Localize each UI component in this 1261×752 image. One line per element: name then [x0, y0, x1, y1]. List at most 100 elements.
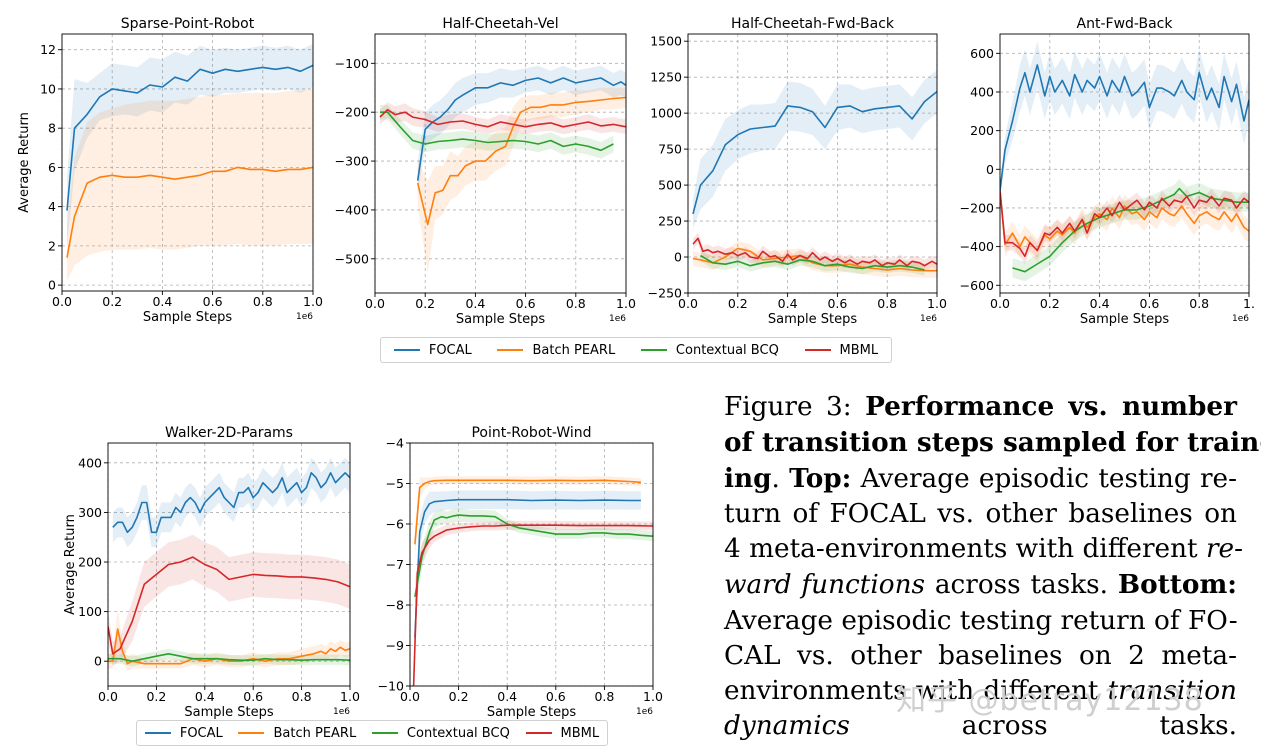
- chart-title: Point-Robot-Wind: [471, 425, 591, 441]
- caption-segment: re-: [1205, 534, 1243, 565]
- x-tick-label: 1.0: [616, 296, 636, 311]
- y-tick-label: 200: [78, 555, 102, 570]
- x-tick-label: 0.2: [415, 296, 435, 311]
- caption-segment: dynamics: [724, 710, 850, 741]
- caption-segment: ing: [724, 463, 772, 495]
- x-tick-label: 0.4: [465, 296, 485, 311]
- x-tick-label: 0.0: [365, 296, 385, 311]
- legend-item-batch-pearl: Batch PEARL: [238, 726, 356, 741]
- x-tick-label: 0.8: [292, 689, 312, 704]
- caption-line: Average episodic testing return of FO-: [724, 604, 1238, 639]
- chart-ant-fwd-back: 0.0 0.2 0.4 0.6 0.8 1. −600 −400 −200 0 200 400 600 1…: [960, 16, 1255, 327]
- y-tick-label: 8: [48, 121, 56, 136]
- y-tick-label: 400: [970, 84, 994, 99]
- series-line-focal: [416, 77, 626, 181]
- x-tick-label: 0.2: [1040, 296, 1060, 311]
- x-tick-label: 0.4: [497, 689, 517, 704]
- x-tick-label: 1.0: [643, 689, 663, 704]
- series-band-focal: [414, 490, 641, 654]
- y-tick-label: 0: [94, 654, 102, 669]
- series-line-focal: [1000, 64, 1249, 191]
- watermark: 知乎 @betray12138: [896, 683, 1204, 718]
- y-tick-label: 4: [48, 199, 56, 214]
- y-tick-label: −400: [335, 202, 369, 217]
- x-multiplier-label: 1e6: [1232, 314, 1249, 324]
- chart-title: Walker-2D-Params: [165, 425, 293, 441]
- chart-title: Half-Cheetah-Vel: [442, 16, 558, 32]
- caption-segment: Average episodic testing return of FO-: [724, 605, 1238, 636]
- chart-half-cheetah-vel: 0.0 0.2 0.4 0.6 0.8 1.0 −500 −400 −300 −200 −100 1e…: [335, 16, 636, 327]
- caption-line: ward functions across tasks. Bottom:: [724, 567, 1237, 603]
- series-band-focal: [417, 65, 626, 196]
- series-line-mbml: [692, 237, 937, 267]
- caption-segment: Figure 3:: [724, 392, 866, 422]
- y-tick-label: −300: [335, 154, 369, 169]
- x-tick-label: 1.: [1243, 296, 1255, 311]
- legend-swatch-contextual-bcq: [371, 732, 398, 734]
- caption-segment: of transition steps sampled for train-: [724, 427, 1261, 459]
- y-tick-label: −8: [386, 598, 404, 613]
- y-tick-label: −500: [335, 251, 369, 266]
- series-line-focal: [66, 64, 313, 211]
- y-tick-label: −7: [386, 557, 404, 572]
- series-line-focal: [112, 471, 350, 534]
- caption-segment: transition: [1107, 675, 1237, 706]
- plot-frame: [687, 33, 938, 294]
- figure-caption: Figure 3: Performance vs. number of trans…: [724, 389, 1261, 744]
- x-axis-label: Sample Steps: [184, 705, 273, 720]
- series-line-batch-pearl: [416, 96, 626, 226]
- y-tick-label: −4: [386, 436, 404, 451]
- x-multiplier-label: 1e6: [920, 314, 937, 324]
- legend-swatch-mbml: [804, 349, 831, 351]
- y-tick-label: 1250: [650, 70, 682, 85]
- series-band-batch-pearl: [67, 88, 313, 282]
- plot-frame: [107, 442, 351, 687]
- x-tick-label: 0.6: [827, 296, 847, 311]
- x-tick-label: 0.2: [102, 294, 122, 309]
- caption-segment: Top:: [789, 463, 852, 495]
- legend-swatch-mbml: [525, 732, 552, 734]
- x-tick-label: 0.0: [98, 689, 118, 704]
- y-tick-label: 2: [48, 238, 56, 253]
- series-band-batch-pearl: [414, 476, 641, 561]
- legend-item-contextual-bcq: Contextual BCQ: [640, 343, 779, 358]
- series-band-mbml: [108, 534, 350, 667]
- x-tick-label: 0.4: [152, 294, 172, 309]
- x-tick-label: 0.2: [449, 689, 469, 704]
- y-tick-label: 100: [78, 604, 102, 619]
- x-axis-label: Sample Steps: [1080, 312, 1169, 327]
- y-axis-label: Average Return: [63, 514, 78, 615]
- legend-label-contextual-bcq: Contextual BCQ: [406, 725, 510, 741]
- legend-item-focal: FOCAL: [393, 343, 472, 358]
- y-tick-label: 1000: [650, 106, 682, 121]
- y-tick-label: 12: [40, 42, 56, 57]
- y-tick-label: 750: [658, 142, 682, 157]
- chart-title: Half-Cheetah-Fwd-Back: [731, 16, 895, 32]
- caption-segment: .: [771, 464, 790, 495]
- legend-item-batch-pearl: Batch PEARL: [497, 343, 615, 358]
- legend-item-contextual-bcq: Contextual BCQ: [371, 725, 510, 741]
- y-tick-label: −200: [335, 105, 369, 120]
- x-axis-label: Sample Steps: [487, 705, 576, 720]
- caption-line: dynamics across tasks.: [724, 709, 1237, 744]
- x-tick-label: 0.6: [546, 689, 566, 704]
- caption-segment: 4 meta-environments with different: [724, 534, 1206, 565]
- x-tick-label: 0.6: [516, 296, 536, 311]
- legend-label-batch-pearl: Batch PEARL: [273, 725, 357, 741]
- legend-swatch-contextual-bcq: [640, 349, 667, 351]
- caption-line: Figure 3: Performance vs. number: [724, 389, 1237, 425]
- caption-line: of transition steps sampled for train-: [724, 425, 1261, 461]
- series-line-batch-pearl: [414, 479, 641, 545]
- y-tick-label: 500: [658, 178, 682, 193]
- legend-swatch-batch-pearl: [497, 349, 524, 351]
- series-line-batch-pearl: [66, 166, 313, 258]
- y-tick-label: −10: [378, 679, 404, 694]
- plot-frame: [999, 33, 1250, 294]
- series-band-mbml: [413, 520, 653, 686]
- x-tick-label: 1.0: [340, 689, 360, 704]
- series-band-focal: [67, 43, 313, 246]
- x-tick-label: 0.6: [243, 689, 263, 704]
- plot-frame: [374, 33, 627, 294]
- caption-segment: Performance vs. number: [865, 391, 1237, 422]
- x-tick-label: 0.0: [400, 689, 420, 704]
